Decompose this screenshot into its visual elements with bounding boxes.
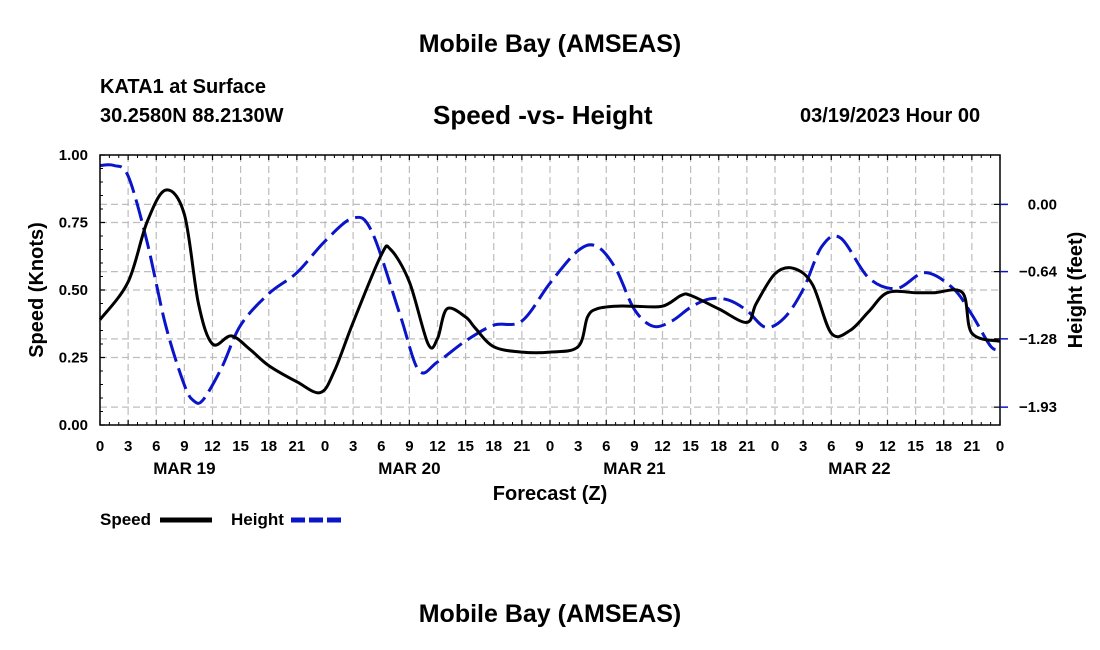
x-tick-label: 12 xyxy=(654,438,671,455)
x-tick-label: 21 xyxy=(739,438,756,455)
x-tick-label: 18 xyxy=(485,438,502,455)
x-tick-label: 12 xyxy=(429,438,446,455)
x-tick-label: 12 xyxy=(204,438,221,455)
x-tick-label: 15 xyxy=(907,438,924,455)
station-name: KATA1 at Surface xyxy=(100,76,266,98)
x-tick-label: 3 xyxy=(799,438,807,455)
chart-title: Speed -vs- Height xyxy=(433,100,653,130)
x-tick-label: 9 xyxy=(630,438,638,455)
x-tick-label: 3 xyxy=(574,438,582,455)
x-tick-label: 15 xyxy=(682,438,699,455)
x-tick-label: 9 xyxy=(855,438,863,455)
x-tick-label: 12 xyxy=(879,438,896,455)
x-tick-label: 0 xyxy=(771,438,779,455)
x-tick-label: 0 xyxy=(321,438,329,455)
y2-tick-label: 0.00 xyxy=(1028,196,1057,213)
series-lines xyxy=(98,163,1001,405)
x-tick-label: 0 xyxy=(546,438,554,455)
x-tick-label: 0 xyxy=(96,438,104,455)
x-tick-label: 21 xyxy=(964,438,981,455)
y2-tick-label: −1.28 xyxy=(1019,331,1057,348)
station-coordinates: 30.2580N 88.2130W xyxy=(100,105,284,127)
x-tick-label: 18 xyxy=(935,438,952,455)
legend: Speed Height xyxy=(100,510,343,529)
x-day-label: MAR 19 xyxy=(153,459,215,478)
x-tick-label: 21 xyxy=(514,438,531,455)
y-tick-label: 0.25 xyxy=(59,350,88,367)
x-tick-label: 3 xyxy=(124,438,132,455)
series-line-speed xyxy=(98,188,1001,395)
forecast-datetime: 03/19/2023 Hour 00 xyxy=(800,105,981,127)
y-tick-label: 0.75 xyxy=(59,215,88,232)
grid xyxy=(100,155,1000,425)
x-tick-label: 0 xyxy=(996,438,1004,455)
x-tick-label: 6 xyxy=(377,438,385,455)
x-day-label: MAR 20 xyxy=(378,459,440,478)
y-axis-label: Speed (Knots) xyxy=(26,222,48,358)
x-axis-label: Forecast (Z) xyxy=(493,483,607,505)
y-tick-label: 1.00 xyxy=(59,147,88,164)
legend-speed-label: Speed xyxy=(100,510,151,529)
x-day-label: MAR 21 xyxy=(603,459,665,478)
series-line-height xyxy=(99,163,1001,405)
x-tick-label: 3 xyxy=(349,438,357,455)
x-tick-label: 6 xyxy=(827,438,835,455)
x-day-label: MAR 22 xyxy=(828,459,890,478)
y-tick-label: 0.50 xyxy=(59,282,88,299)
y2-tick-label: −1.93 xyxy=(1019,399,1057,416)
x-tick-label: 15 xyxy=(457,438,474,455)
axes: 0 3 6 9 12 15 18 21 0 3 6 9 12 15 18 21 0 3 6 9 12 15 18 21 0 3 6 9… xyxy=(59,147,1058,478)
x-tick-label: 18 xyxy=(260,438,277,455)
x-tick-label: 9 xyxy=(180,438,188,455)
x-tick-label: 9 xyxy=(405,438,413,455)
legend-height-label: Height xyxy=(231,510,284,529)
x-tick-label: 15 xyxy=(232,438,249,455)
footer-title: Mobile Bay (AMSEAS) xyxy=(418,600,682,628)
x-tick-label: 18 xyxy=(710,438,727,455)
page-title: Mobile Bay (AMSEAS) xyxy=(418,30,682,58)
x-tick-label: 6 xyxy=(602,438,610,455)
x-tick-label: 6 xyxy=(152,438,160,455)
x-tick-label: 21 xyxy=(289,438,306,455)
y-tick-label: 0.00 xyxy=(59,417,88,434)
y2-tick-label: −0.64 xyxy=(1019,264,1058,281)
y2-axis-label: Height (feet) xyxy=(1065,232,1087,349)
